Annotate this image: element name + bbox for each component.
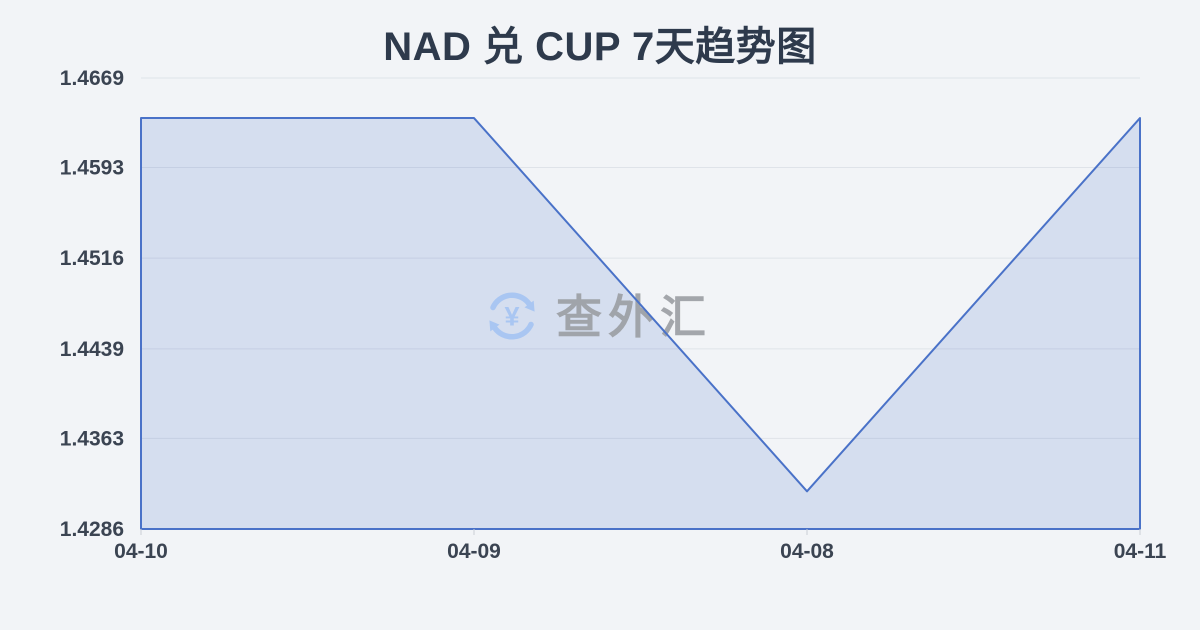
y-axis-tick-label: 1.4669 — [60, 67, 124, 90]
y-axis-tick-label: 1.4363 — [60, 427, 124, 450]
watermark-text: 查外汇 — [556, 291, 712, 343]
area-fill — [141, 118, 1140, 529]
x-axis-label: 04-10 — [114, 540, 168, 563]
y-axis-tick-label: 1.4286 — [60, 518, 124, 541]
x-axis-label: 04-08 — [780, 540, 834, 563]
page-title: NAD 兑 CUP 7天趋势图 — [383, 25, 817, 69]
area-layer — [141, 118, 1140, 529]
y-axis-tick-label: 1.4439 — [60, 338, 124, 361]
x-axis-label: 04-11 — [1114, 540, 1167, 563]
y-axis-tick-label: 1.4516 — [60, 247, 124, 270]
x-axis-label: 04-09 — [447, 540, 501, 563]
yuan-symbol-glyph: ¥ — [504, 302, 519, 332]
y-axis-tick-label: 1.4593 — [60, 156, 124, 179]
currency-exchange-icon: ¥ — [489, 292, 535, 340]
watermark: ¥ 查外汇 — [489, 291, 712, 343]
axis-layer: 1.46691.45931.45161.44391.43631.428604-1… — [60, 67, 1167, 563]
